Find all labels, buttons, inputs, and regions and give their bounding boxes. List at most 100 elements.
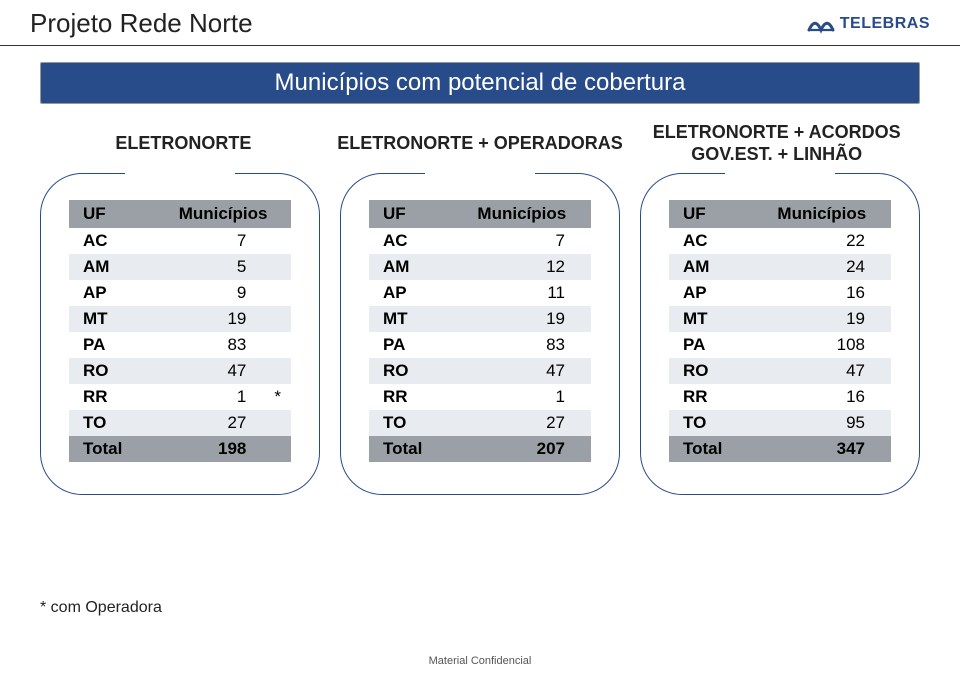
cell-value: 16	[753, 280, 891, 306]
table-row: MT19	[369, 306, 591, 332]
table-total-row: Total198	[69, 436, 291, 462]
cell-value: 24	[753, 254, 891, 280]
col-municipios: Municípios	[453, 200, 591, 228]
table-row: PA108	[669, 332, 891, 358]
cell-uf: RO	[369, 358, 453, 384]
cell-value: 11	[453, 280, 591, 306]
table-row: AM5	[69, 254, 291, 280]
cell-value: 16	[753, 384, 891, 410]
cell-value: 5	[155, 254, 272, 280]
col-uf: UF	[369, 200, 453, 228]
cell-uf: AC	[369, 228, 453, 254]
cell-value: 83	[155, 332, 272, 358]
scenario-card: UFMunicípiosAC22AM24AP16MT19PA108RO47RR1…	[640, 173, 920, 495]
total-label: Total	[669, 436, 753, 462]
cell-uf: AC	[69, 228, 155, 254]
cell-value: 47	[753, 358, 891, 384]
cell-uf: AM	[69, 254, 155, 280]
table-row: AM12	[369, 254, 591, 280]
cell-value: 19	[155, 306, 272, 332]
subtitle-bar: Municípios com potencial de cobertura	[40, 62, 920, 104]
cell-uf: AM	[369, 254, 453, 280]
cell-value: 7	[453, 228, 591, 254]
cell-uf: AC	[669, 228, 753, 254]
cell-uf: PA	[369, 332, 453, 358]
cell-value: 95	[753, 410, 891, 436]
cell-value: 47	[155, 358, 272, 384]
cell-value: 47	[453, 358, 591, 384]
table-row: RR16	[669, 384, 891, 410]
col-municipios: Municípios	[753, 200, 891, 228]
col-uf: UF	[69, 200, 155, 228]
table-row: AP16	[669, 280, 891, 306]
cell-uf: MT	[69, 306, 155, 332]
cell-uf: TO	[669, 410, 753, 436]
cell-value: 83	[453, 332, 591, 358]
cell-uf: TO	[369, 410, 453, 436]
total-note	[272, 436, 291, 462]
table-total-row: Total207	[369, 436, 591, 462]
cell-uf: PA	[69, 332, 155, 358]
total-label: Total	[69, 436, 155, 462]
cards-row: UFMunicípiosAC7AM5AP9MT19PA83RO47RR1*TO2…	[40, 173, 920, 495]
cell-uf: RO	[69, 358, 155, 384]
col-uf: UF	[669, 200, 753, 228]
table-row: AC7	[69, 228, 291, 254]
table-row: AP11	[369, 280, 591, 306]
cell-uf: AP	[669, 280, 753, 306]
cell-uf: RR	[669, 384, 753, 410]
cell-value: 27	[155, 410, 272, 436]
scenario-label-3: ELETRONORTE + ACORDOS GOV.EST. + LINHÃO	[633, 122, 920, 165]
total-value: 198	[155, 436, 272, 462]
table-row: MT19	[69, 306, 291, 332]
cell-uf: MT	[369, 306, 453, 332]
col-municipios: Municípios	[155, 200, 291, 228]
cell-uf: RO	[669, 358, 753, 384]
cell-value: 1	[155, 384, 272, 410]
cell-value: 108	[753, 332, 891, 358]
scenario-label-1: ELETRONORTE	[40, 133, 327, 155]
table-row: PA83	[69, 332, 291, 358]
cell-value: 1	[453, 384, 591, 410]
page-title: Projeto Rede Norte	[30, 8, 253, 39]
cell-note	[272, 228, 291, 254]
cell-uf: RR	[69, 384, 155, 410]
cell-uf: PA	[669, 332, 753, 358]
table-row: RO47	[369, 358, 591, 384]
cell-note	[272, 410, 291, 436]
footer: Material Confidencial	[0, 655, 960, 667]
table-row: PA83	[369, 332, 591, 358]
table-row: RO47	[669, 358, 891, 384]
scenario-labels: ELETRONORTE ELETRONORTE + OPERADORAS ELE…	[40, 122, 920, 165]
brand-logo: TELEBRAS	[806, 12, 930, 36]
footnote: * com Operadora	[40, 599, 162, 617]
table-row: RR1	[369, 384, 591, 410]
cell-value: 22	[753, 228, 891, 254]
cell-uf: RR	[369, 384, 453, 410]
brand-text: TELEBRAS	[840, 15, 930, 33]
municipios-table: UFMunicípiosAC22AM24AP16MT19PA108RO47RR1…	[669, 200, 891, 462]
cell-value: 19	[753, 306, 891, 332]
cell-note	[272, 306, 291, 332]
table-row: RR1*	[69, 384, 291, 410]
logo-wave-icon	[806, 12, 836, 36]
cell-value: 27	[453, 410, 591, 436]
municipios-table: UFMunicípiosAC7AM12AP11MT19PA83RO47RR1TO…	[369, 200, 591, 462]
cell-note: *	[272, 384, 291, 410]
page-header: Projeto Rede Norte TELEBRAS	[0, 0, 960, 46]
scenario-label-2: ELETRONORTE + OPERADORAS	[337, 133, 624, 155]
cell-uf: TO	[69, 410, 155, 436]
cell-value: 12	[453, 254, 591, 280]
table-row: AC7	[369, 228, 591, 254]
table-row: RO47	[69, 358, 291, 384]
total-value: 207	[453, 436, 591, 462]
cell-note	[272, 358, 291, 384]
table-row: TO27	[369, 410, 591, 436]
cell-note	[272, 332, 291, 358]
cell-uf: AP	[369, 280, 453, 306]
cell-value: 7	[155, 228, 272, 254]
cell-uf: MT	[669, 306, 753, 332]
scenario-card: UFMunicípiosAC7AM5AP9MT19PA83RO47RR1*TO2…	[40, 173, 320, 495]
scenario-card: UFMunicípiosAC7AM12AP11MT19PA83RO47RR1TO…	[340, 173, 620, 495]
table-row: AC22	[669, 228, 891, 254]
